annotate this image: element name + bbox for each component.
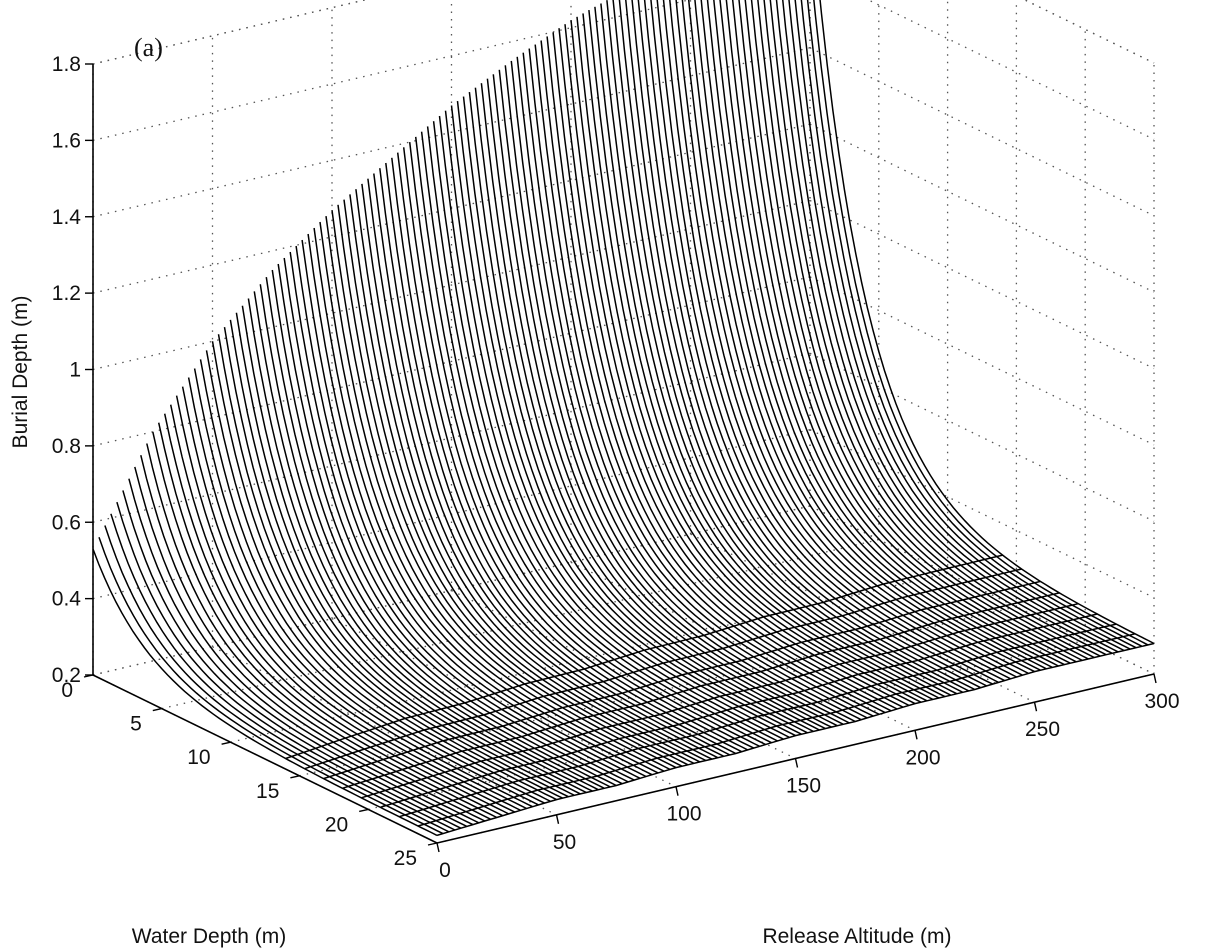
surface-curve [199, 359, 545, 804]
back-wall-grid-line [92, 199, 811, 371]
surface-mesh [92, 0, 1155, 837]
z-tick-label: 0.4 [52, 588, 82, 611]
y-tick-mark [427, 842, 438, 846]
surface-curve [631, 0, 976, 691]
tick-labels: 0.20.40.60.811.21.41.61.8051015202505010… [52, 53, 1180, 882]
surface-curve [731, 0, 1071, 664]
y-axis-title: Water Depth (m) [132, 925, 286, 948]
x-tick-label: 100 [666, 803, 701, 826]
z-axis-title: Burial Depth (m) [9, 296, 32, 449]
surface-curve [522, 52, 868, 719]
z-tick-label: 0.6 [52, 511, 81, 534]
x-tick-mark [436, 842, 440, 853]
x-tick-mark [1033, 702, 1038, 712]
surface-cross-line [285, 554, 1003, 760]
x-tick-mark [914, 730, 918, 740]
surface-curve [534, 44, 880, 715]
x-tick-label: 150 [786, 775, 821, 798]
back-wall-grid-line [92, 276, 811, 447]
box-top-edge [1023, 0, 1155, 64]
x-tick-mark [555, 814, 560, 824]
side-wall-grid-line [1023, 0, 1155, 64]
surface-cross-line [398, 623, 1117, 818]
axis-layer [83, 63, 1157, 853]
surface-cross-line [436, 642, 1155, 837]
x-axis-title: Release Altitude (m) [762, 925, 951, 948]
surface-cross-line [342, 592, 1060, 790]
floor-grid-line [161, 538, 879, 710]
y-tick-label: 20 [325, 813, 348, 836]
surface-curve [594, 6, 940, 699]
surface-cross-line [361, 602, 1079, 799]
y-tick-label: 0 [61, 679, 73, 702]
z-tick-label: 0.8 [52, 435, 81, 458]
y-tick-mark [152, 707, 162, 712]
surface-curve [426, 126, 772, 744]
y-tick-label: 15 [256, 780, 279, 803]
back-wall-grid-line [92, 0, 692, 142]
surface-curve [806, 0, 1143, 647]
side-wall-grid-line [867, 0, 1155, 140]
side-wall-grid-line [809, 123, 1155, 293]
surface-curve [725, 0, 1065, 666]
y-tick-mark [221, 741, 231, 745]
surface-curve [92, 548, 438, 837]
x-tick-label: 50 [553, 831, 576, 854]
x-tick-label: 0 [439, 859, 451, 882]
back-wall-grid-line [92, 47, 811, 218]
surface-cross-line [304, 568, 1022, 770]
surface-curve [800, 0, 1137, 649]
x-tick-mark [1153, 673, 1157, 684]
z-tick-label: 1 [69, 359, 81, 382]
back-wall-grid-line [92, 505, 811, 676]
y-tick-label: 25 [394, 847, 417, 870]
surface-curve [719, 0, 1059, 667]
surface-cross-line [323, 580, 1041, 780]
surface-curve [813, 0, 1149, 646]
surface-curve [625, 0, 970, 692]
surface-curve [600, 3, 946, 698]
surface-curve [110, 513, 456, 831]
y-tick-mark [290, 775, 300, 779]
surface-curve [819, 0, 1155, 645]
z-tick-label: 1.6 [52, 129, 81, 152]
y-tick-mark [83, 674, 94, 678]
side-wall-grid-line [809, 47, 1155, 217]
surface-curve [528, 48, 874, 717]
surface-curve [618, 0, 964, 693]
surface-curve [612, 0, 958, 695]
back-wall-grid-line [92, 352, 811, 523]
x-tick-mark [794, 758, 799, 768]
surface-cross-line [379, 613, 1098, 809]
surface-cross-line [417, 633, 1136, 827]
y-axis-line [92, 674, 438, 844]
panel-label: (a) [134, 33, 163, 62]
x-tick-label: 300 [1144, 690, 1179, 713]
surface-curve [540, 40, 886, 714]
z-tick-label: 1.8 [52, 53, 81, 76]
z-tick-label: 1.4 [52, 206, 82, 229]
x-tick-label: 250 [1025, 718, 1060, 741]
floor-grid-line [230, 572, 948, 743]
surface-curve [713, 0, 1053, 669]
z-tick-label: 1.2 [52, 282, 81, 305]
x-tick-label: 200 [905, 746, 940, 769]
z-tick-label: 0.2 [52, 664, 81, 687]
y-tick-label: 5 [130, 713, 142, 736]
y-tick-label: 10 [187, 746, 210, 769]
floor-grid-line [299, 606, 1017, 777]
y-tick-mark [359, 808, 369, 813]
x-tick-mark [675, 786, 679, 796]
